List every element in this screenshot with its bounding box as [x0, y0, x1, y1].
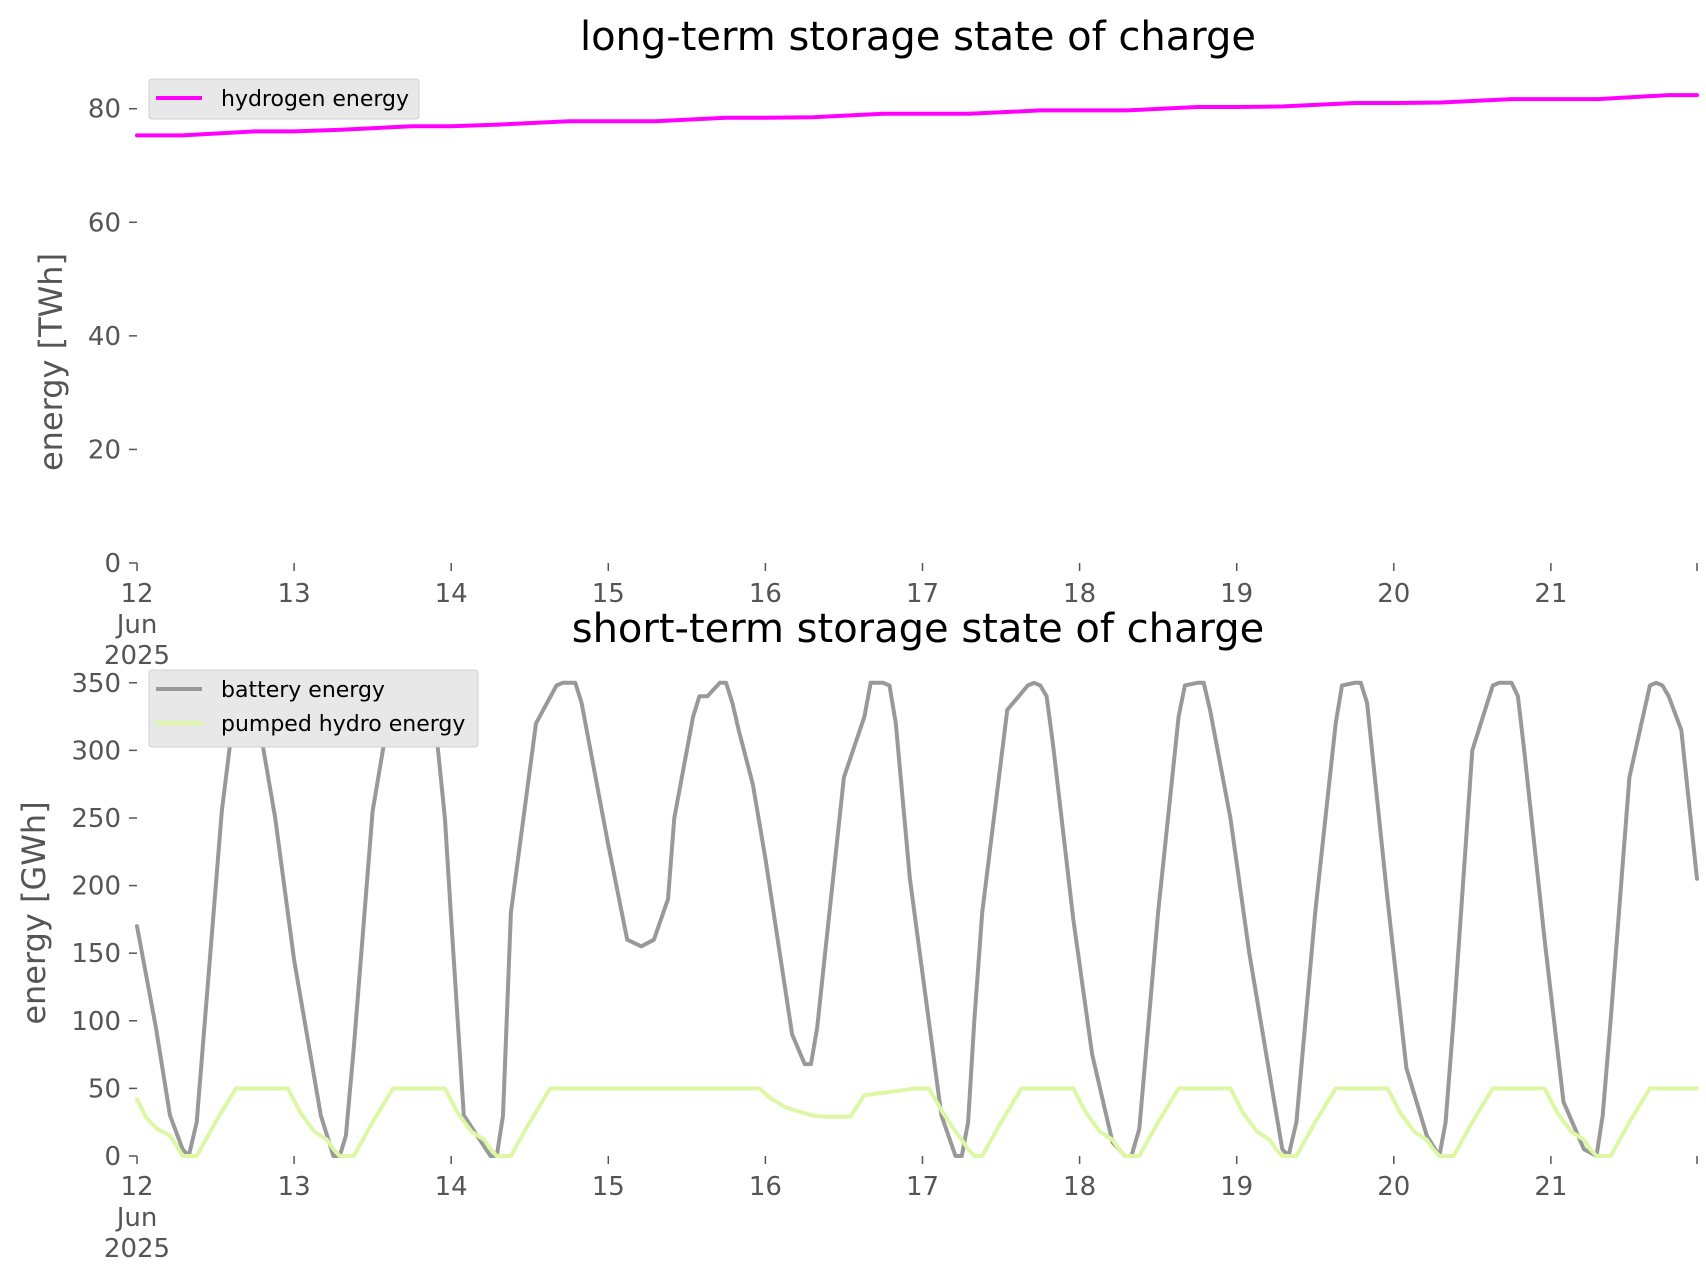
x-tick-label: 15 [592, 1172, 625, 1202]
x-tick-label: 14 [435, 1172, 468, 1202]
x-tick-label: 19 [1220, 1172, 1253, 1202]
y-tick-label: 100 [71, 1007, 121, 1037]
short-term-storage-panel: short-term storage state of charge 0 50 10… [15, 606, 1699, 1264]
x-tick-label: 19 [1220, 579, 1253, 609]
y-tick-label: 20 [88, 435, 121, 465]
y-tick-label: 250 [71, 804, 121, 834]
x-tick-label: 16 [749, 579, 782, 609]
chart-title: short-term storage state of charge [572, 606, 1265, 652]
x-tick-label: 12 Jun 2025 [104, 1172, 170, 1264]
x-tick-label: 17 [906, 579, 939, 609]
x-tick-label: 20 [1377, 579, 1410, 609]
x-axis-ticks: 12 Jun 2025 13 14 15 16 17 18 19 20 21 [104, 563, 1698, 671]
legend: hydrogen energy [148, 78, 420, 120]
x-tick-label: 13 [278, 1172, 311, 1202]
x-tick-label: 17 [906, 1172, 939, 1202]
y-axis-ticks: 0 50 100 150 200 250 300 350 [71, 669, 137, 1172]
long-term-storage-panel: long-term storage state of charge 0 20 40 6… [32, 14, 1699, 671]
legend-box [148, 78, 420, 120]
x-tick-label: 18 [1063, 1172, 1096, 1202]
y-tick-label: 200 [71, 872, 121, 902]
x-tick-label: 21 [1534, 579, 1567, 609]
y-tick-label: 0 [104, 549, 121, 579]
series-line-pumped-hydro-energy [135, 1086, 1699, 1158]
y-tick-label: 60 [88, 208, 121, 238]
x-tick-label: 15 [592, 579, 625, 609]
y-tick-label: 300 [71, 736, 121, 766]
y-tick-label: 350 [71, 669, 121, 699]
chart-title: long-term storage state of charge [580, 14, 1256, 60]
x-tick-label: 20 [1377, 1172, 1410, 1202]
x-tick-label: 14 [435, 579, 468, 609]
x-tick-label: 13 [278, 579, 311, 609]
y-tick-label: 50 [88, 1074, 121, 1104]
y-axis-label: energy [GWh] [15, 801, 53, 1024]
legend-label: pumped hydro energy [221, 712, 465, 737]
x-tick-label: 16 [749, 1172, 782, 1202]
x-tick-label: 18 [1063, 579, 1096, 609]
y-tick-label: 80 [88, 95, 121, 125]
y-tick-label: 0 [104, 1142, 121, 1172]
legend-label: battery energy [221, 678, 385, 703]
y-tick-label: 40 [88, 322, 121, 352]
x-tick-label: 12 Jun 2025 [104, 579, 170, 671]
x-tick-label: 21 [1534, 1172, 1567, 1202]
y-axis-label: energy [TWh] [32, 253, 70, 471]
y-axis-ticks: 0 20 40 60 80 [88, 95, 137, 579]
series-line-hydrogen-energy [135, 93, 1699, 138]
y-tick-label: 150 [71, 939, 121, 969]
legend: battery energy pumped hydro energy [148, 669, 479, 748]
series-lines [135, 93, 1699, 138]
legend-box [148, 669, 479, 748]
x-axis-ticks: 12 Jun 2025 13 14 15 16 17 18 19 20 21 [104, 1156, 1698, 1264]
legend-label: hydrogen energy [221, 87, 409, 112]
